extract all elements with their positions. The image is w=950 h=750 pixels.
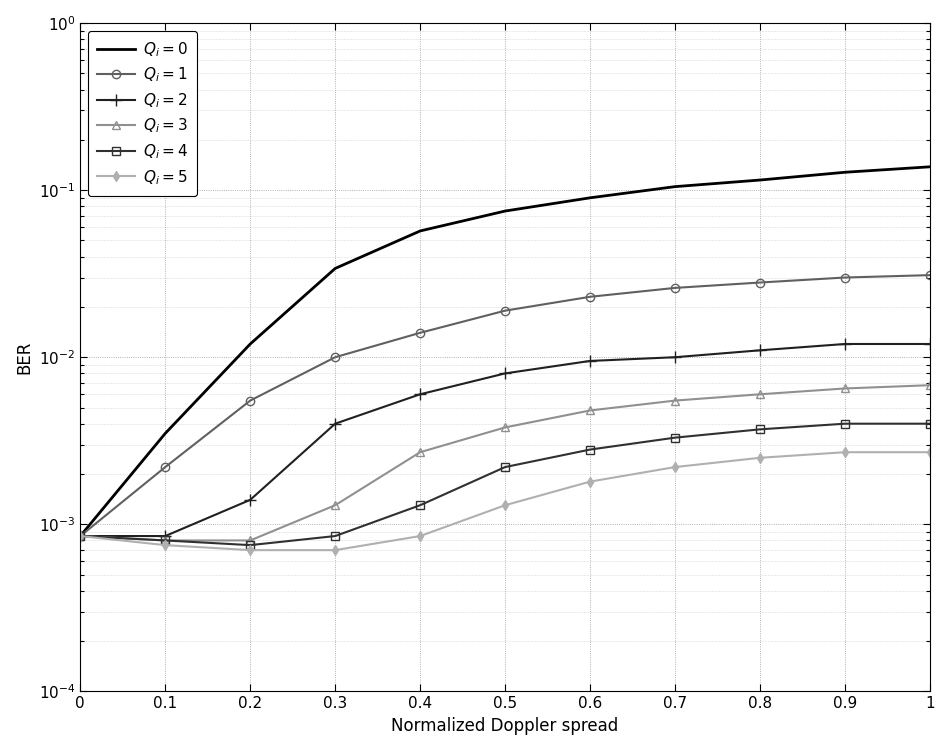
Line: Q  = 0: Q = 0 [81, 166, 930, 536]
Q  = 5 [754, 453, 766, 462]
Q  = 0 [414, 226, 426, 236]
Q  = 3 [244, 536, 256, 545]
Q  = 0 [754, 176, 766, 184]
Q  = 1 [670, 284, 681, 292]
Q  = 2 [584, 356, 596, 365]
Q  = 2 [330, 419, 341, 428]
Q  = 4 [75, 532, 86, 541]
Q  = 4 [584, 445, 596, 454]
Q  = 1 [330, 352, 341, 362]
Q  = 0 [584, 194, 596, 202]
Q  = 5 [584, 477, 596, 486]
Q  = 3 [160, 536, 171, 545]
Line: Q  = 5: Q = 5 [77, 448, 934, 554]
Q  = 2 [924, 340, 936, 349]
Q  = 1 [414, 328, 426, 338]
Q  = 3 [924, 381, 936, 390]
Line: Q  = 4: Q = 4 [76, 419, 934, 549]
Q  = 1 [244, 396, 256, 405]
Q  = 1 [924, 271, 936, 280]
Q  = 4 [330, 532, 341, 541]
Q  = 1 [584, 292, 596, 302]
Q  = 3 [75, 532, 86, 541]
Q  = 0 [839, 168, 850, 177]
Q  = 5 [414, 532, 426, 541]
Line: Q  = 3: Q = 3 [76, 381, 934, 544]
Q  = 3 [500, 423, 511, 432]
Q  = 5 [924, 448, 936, 457]
Q  = 4 [839, 419, 850, 428]
Q  = 4 [414, 501, 426, 510]
Q  = 3 [414, 448, 426, 457]
Q  = 2 [754, 346, 766, 355]
Q  = 0 [924, 162, 936, 171]
Q  = 0 [75, 532, 86, 541]
Q  = 1 [500, 306, 511, 315]
Q  = 5 [75, 532, 86, 541]
Q  = 1 [754, 278, 766, 287]
Q  = 4 [754, 424, 766, 433]
Q  = 0 [160, 429, 171, 438]
Q  = 4 [670, 433, 681, 442]
Q  = 4 [244, 541, 256, 550]
Q  = 3 [330, 501, 341, 510]
Q  = 2 [839, 340, 850, 349]
Q  = 4 [160, 536, 171, 545]
Line: Q  = 2: Q = 2 [75, 338, 936, 542]
Q  = 2 [670, 352, 681, 362]
Q  = 0 [330, 264, 341, 273]
Q  = 0 [500, 206, 511, 215]
Q  = 2 [414, 390, 426, 399]
Legend: $\mathit{Q}_i = 0$, $\mathit{Q}_i = 1$, $\mathit{Q}_i = 2$, $\mathit{Q}_i = 3$, : $\mathit{Q}_i = 0$, $\mathit{Q}_i = 1$, … [88, 31, 197, 196]
Q  = 5 [670, 463, 681, 472]
Q  = 0 [670, 182, 681, 191]
Q  = 0 [244, 340, 256, 349]
Y-axis label: BER: BER [15, 340, 33, 374]
X-axis label: Normalized Doppler spread: Normalized Doppler spread [391, 717, 618, 735]
Q  = 1 [839, 273, 850, 282]
Q  = 1 [160, 463, 171, 472]
Q  = 2 [160, 532, 171, 541]
Q  = 3 [670, 396, 681, 405]
Q  = 5 [500, 501, 511, 510]
Q  = 5 [244, 546, 256, 555]
Q  = 5 [839, 448, 850, 457]
Q  = 4 [924, 419, 936, 428]
Q  = 3 [839, 384, 850, 393]
Q  = 2 [75, 532, 86, 541]
Q  = 4 [500, 463, 511, 472]
Q  = 1 [75, 532, 86, 541]
Q  = 5 [330, 546, 341, 555]
Line: Q  = 1: Q = 1 [76, 271, 934, 540]
Q  = 2 [500, 369, 511, 378]
Q  = 2 [244, 495, 256, 504]
Q  = 3 [754, 390, 766, 399]
Q  = 5 [160, 541, 171, 550]
Q  = 3 [584, 406, 596, 415]
